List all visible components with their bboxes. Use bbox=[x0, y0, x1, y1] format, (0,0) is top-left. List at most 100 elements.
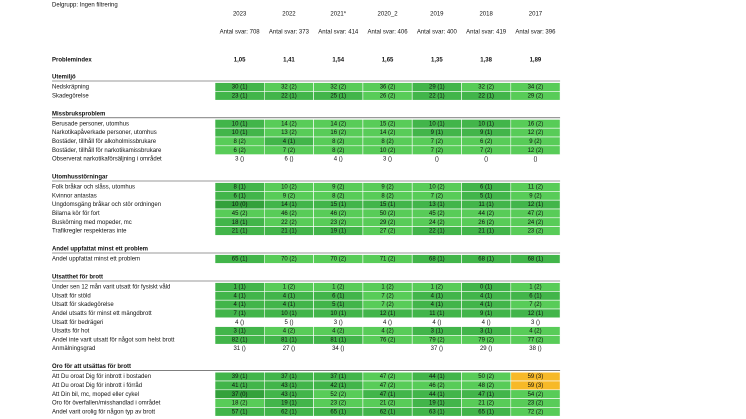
index-value: 1,89 bbox=[530, 58, 542, 64]
cell-value: 62 (1) bbox=[281, 409, 297, 415]
row-label: Andel varit orolig för någon typ av brot… bbox=[52, 408, 155, 415]
row-label: Att Din bil, mc, moped eller cykel bbox=[52, 392, 139, 398]
response-count: Antal svar: 400 bbox=[417, 30, 458, 36]
response-count: Antal svar: 373 bbox=[269, 30, 310, 36]
year-header: 2020_2 bbox=[378, 12, 399, 18]
cell-value: 52 (2) bbox=[330, 392, 346, 398]
row-label: Att Du oroat Dig för inbrott i bostaden bbox=[52, 374, 151, 380]
cell-bg bbox=[510, 335, 561, 345]
cell-value: 24 (2) bbox=[528, 220, 544, 226]
cell-value: 10 (1) bbox=[232, 121, 248, 127]
cell-value: 65 (1) bbox=[330, 409, 346, 415]
cell-value: 44 (1) bbox=[429, 392, 445, 398]
cell-value: 16 (2) bbox=[528, 121, 544, 127]
cell-value: 72 (2) bbox=[528, 409, 544, 415]
cell-value: 36 (2) bbox=[380, 85, 396, 91]
cell-value: 7 (2) bbox=[431, 193, 443, 199]
cell-value: 10 (2) bbox=[429, 185, 445, 191]
cell-value: 4 (1) bbox=[431, 293, 443, 299]
cell-value: 7 (1) bbox=[233, 311, 245, 317]
row-label: Narkotikapåverkade personer, utomhus bbox=[52, 129, 157, 136]
cell-value: 6 () bbox=[284, 157, 293, 163]
cell-value: 15 (1) bbox=[380, 202, 396, 208]
cell-value: 12 (1) bbox=[380, 311, 396, 317]
cell-bg bbox=[510, 407, 561, 417]
cell-value: 47 (2) bbox=[380, 383, 396, 389]
cell-value: 45 (2) bbox=[429, 211, 445, 217]
cell-value: 68 (1) bbox=[478, 257, 494, 263]
cell-value: 4 (1) bbox=[233, 302, 245, 308]
cell-value: 76 (2) bbox=[380, 337, 396, 343]
row-label: Andel utsatts för minst ett mängdbrott bbox=[52, 311, 152, 317]
row-label: Trafikregler respekteras inte bbox=[52, 229, 127, 235]
cell-value: 4 (2) bbox=[332, 329, 344, 335]
cell-value: 68 (1) bbox=[429, 257, 445, 263]
cell-value: 32 (2) bbox=[330, 85, 346, 91]
row-label: Berusade personer, utomhus bbox=[52, 121, 129, 127]
cell-value: 10 (2) bbox=[380, 148, 396, 154]
cell-value: 14 (2) bbox=[330, 121, 346, 127]
cell-value: 1 (2) bbox=[283, 285, 295, 291]
year-header: 2017 bbox=[529, 12, 543, 18]
response-count: Antal svar: 419 bbox=[466, 30, 507, 36]
cell-value: 54 (2) bbox=[528, 392, 544, 398]
cell-value: 62 (1) bbox=[380, 409, 396, 415]
cell-value: 10 (1) bbox=[281, 311, 297, 317]
cell-value: 22 (1) bbox=[281, 93, 297, 99]
response-count: Antal svar: 414 bbox=[318, 30, 359, 36]
cell-value: 65 (1) bbox=[478, 409, 494, 415]
cell-value: 41 (1) bbox=[232, 383, 248, 389]
row-label: Att Du oroat Dig för inbrott i förråd bbox=[52, 382, 142, 389]
cell-value: 47 (1) bbox=[478, 392, 494, 398]
cell-value: 9 (2) bbox=[283, 193, 295, 199]
cell-value: 13 (2) bbox=[281, 130, 297, 136]
cell-bg bbox=[510, 91, 561, 101]
cell-value: 70 (2) bbox=[281, 257, 297, 263]
cell-value: 1 (2) bbox=[332, 285, 344, 291]
cell-value: 6 (2) bbox=[480, 139, 492, 145]
cell-value: 8 (2) bbox=[332, 139, 344, 145]
cell-value: 15 (1) bbox=[330, 202, 346, 208]
cell-value: 43 (1) bbox=[281, 383, 297, 389]
cell-value: 4 () bbox=[482, 320, 491, 326]
cell-value: 23 (2) bbox=[528, 401, 544, 407]
cell-value: 34 () bbox=[332, 346, 344, 352]
cell-value: 7 (2) bbox=[431, 139, 443, 145]
response-count: Antal svar: 406 bbox=[368, 30, 409, 36]
cell-value: 7 (2) bbox=[480, 148, 492, 154]
cell-value: 29 (1) bbox=[429, 85, 445, 91]
cell-value: 9 (2) bbox=[529, 139, 541, 145]
cell-value: 22 (1) bbox=[478, 93, 494, 99]
cell-value: 77 (2) bbox=[528, 337, 544, 343]
cell-value: 24 (2) bbox=[429, 220, 445, 226]
cell-value: 8 (2) bbox=[381, 139, 393, 145]
cell-value: 3 () bbox=[383, 157, 392, 163]
cell-value: 1 (2) bbox=[431, 285, 443, 291]
row-label: Observerat narkotikaförsäljning i område… bbox=[52, 156, 162, 163]
year-header: 2022 bbox=[282, 12, 296, 18]
row-label: Utsatt för bedrägeri bbox=[52, 320, 103, 326]
cell-value: 38 () bbox=[529, 346, 541, 352]
cell-value: 32 (2) bbox=[281, 85, 297, 91]
cell-value: 8 (2) bbox=[332, 193, 344, 199]
cell-value: 65 (1) bbox=[232, 257, 248, 263]
cell-value: 21 (1) bbox=[232, 229, 248, 235]
cell-value: 3 (1) bbox=[233, 329, 245, 335]
row-label: Buskörning med mopeder, mc bbox=[52, 220, 132, 226]
cell-bg bbox=[510, 254, 561, 264]
cell-value: 3 (1) bbox=[431, 329, 443, 335]
row-label: Skadegörelse bbox=[52, 93, 89, 99]
cell-value: 12 (2) bbox=[528, 148, 544, 154]
cell-value: 4 (1) bbox=[480, 302, 492, 308]
cell-value: 79 (2) bbox=[429, 337, 445, 343]
cell-value: 4 (1) bbox=[480, 293, 492, 299]
cell-value: 9 (1) bbox=[431, 130, 443, 136]
cell-value: 30 (1) bbox=[232, 85, 248, 91]
cell-value: 21 (2) bbox=[380, 401, 396, 407]
cell-value: 34 (2) bbox=[528, 85, 544, 91]
cell-value: 7 (2) bbox=[431, 148, 443, 154]
cell-value: 46 (2) bbox=[330, 211, 346, 217]
cell-value: 15 (2) bbox=[380, 121, 396, 127]
row-label: Under sen 12 mån varit utsatt för fysisk… bbox=[52, 284, 170, 291]
cell-value: 22 (2) bbox=[281, 220, 297, 226]
